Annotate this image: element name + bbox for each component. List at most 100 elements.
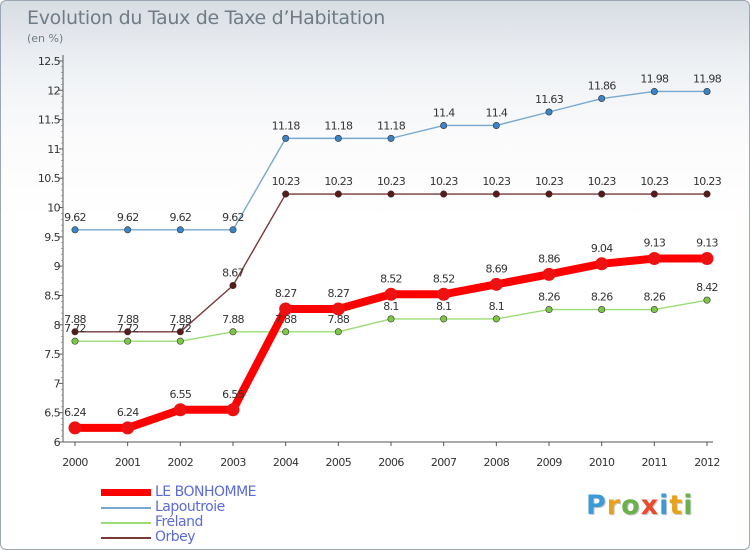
data-point-fr-land [545,306,553,314]
data-label-lapoutroie: 11.98 [693,72,722,85]
data-label-le-bonhomme: 9.13 [643,237,665,250]
x-tick-label: 2002 [168,456,194,469]
data-point-le-bonhomme [700,252,714,266]
data-point-le-bonhomme [226,403,240,417]
data-label-orbey: 10.23 [588,175,617,188]
x-tick-label: 2006 [378,456,404,469]
data-label-orbey: 8.67 [222,266,244,279]
data-label-le-bonhomme: 8.86 [538,252,560,265]
data-label-le-bonhomme: 6.24 [64,406,86,419]
data-label-lapoutroie: 9.62 [117,211,139,224]
data-label-orbey: 10.23 [324,175,353,188]
data-point-le-bonhomme [489,277,503,291]
data-label-le-bonhomme: 8.27 [275,287,297,300]
proxiti-logo: Proxiti [586,490,694,521]
legend-swatch-lapoutroie [101,507,151,509]
data-label-le-bonhomme: 8.69 [485,262,507,275]
data-point-orbey [545,190,553,198]
y-tick-label: 12 [47,84,60,97]
data-label-le-bonhomme: 6.55 [222,388,244,401]
data-point-orbey [387,190,395,198]
data-point-fr-land [703,296,711,304]
data-label-lapoutroie: 11.4 [433,106,455,119]
data-point-le-bonhomme [437,287,451,301]
y-tick-label: 8 [54,319,61,332]
data-point-fr-land [71,337,79,345]
data-point-lapoutroie [71,226,79,234]
data-label-le-bonhomme: 8.52 [433,272,455,285]
y-tick-label: 10.5 [38,172,61,185]
data-point-orbey [650,190,658,198]
y-tick-label: 7 [54,377,61,390]
data-label-fr-land: 7.88 [275,313,297,326]
data-label-lapoutroie: 9.62 [169,211,191,224]
data-label-lapoutroie: 11.4 [485,106,507,119]
y-tick-label: 8.5 [44,289,60,302]
data-label-fr-land: 7.72 [169,322,191,335]
data-label-fr-land: 8.1 [489,300,504,313]
data-label-fr-land: 8.1 [383,300,398,313]
x-tick-label: 2010 [589,456,615,469]
legend-label-freland: Fréland [155,514,203,530]
data-point-le-bonhomme [121,421,135,435]
data-label-le-bonhomme: 9.04 [591,242,613,255]
data-point-le-bonhomme [647,252,661,266]
data-point-lapoutroie [703,87,711,95]
data-point-lapoutroie [229,226,237,234]
y-tick-label: 10 [47,202,60,215]
data-label-le-bonhomme: 8.27 [327,287,349,300]
data-label-orbey: 7.88 [117,313,139,326]
y-tick-label: 12.5 [38,55,61,68]
data-point-le-bonhomme [595,257,609,271]
data-label-le-bonhomme: 9.13 [696,237,718,250]
data-point-orbey [440,190,448,198]
logo-letter: t [669,490,684,521]
logo-letter: P [586,490,607,521]
data-label-fr-land: 7.88 [222,313,244,326]
data-point-fr-land [176,337,184,345]
data-point-lapoutroie [440,121,448,129]
data-label-le-bonhomme: 6.24 [117,406,139,419]
x-tick-label: 2003 [220,456,246,469]
data-label-orbey: 10.23 [535,175,564,188]
data-point-lapoutroie [545,108,553,116]
data-label-orbey: 10.23 [640,175,669,188]
x-tick-label: 2001 [115,456,141,469]
data-label-fr-land: 8.1 [436,300,451,313]
data-label-lapoutroie: 11.98 [640,72,669,85]
data-point-orbey [492,190,500,198]
x-tick-label: 2011 [642,456,668,469]
data-label-orbey: 10.23 [272,175,301,188]
logo-letter: i [659,490,670,521]
data-point-fr-land [492,315,500,323]
data-point-orbey [71,328,79,336]
data-label-fr-land: 8.26 [643,291,665,304]
data-point-orbey [334,190,342,198]
data-label-fr-land: 7.72 [117,322,139,335]
data-point-le-bonhomme [68,421,82,435]
y-tick-label: 6.5 [44,407,60,420]
chart-title: Evolution du Taux de Taxe d’Habitation [27,7,385,29]
legend-label-le-bonhomme: LE BONHOMME [155,484,257,500]
data-point-fr-land [650,306,658,314]
series-line-lapoutroie [75,90,707,231]
series-layer [68,87,714,435]
data-point-lapoutroie [176,226,184,234]
data-label-orbey: 10.23 [482,175,511,188]
data-point-le-bonhomme [384,287,398,301]
data-label-lapoutroie: 11.86 [588,80,617,93]
data-label-fr-land: 7.88 [327,313,349,326]
y-tick-label: 7.5 [44,348,60,361]
data-label-fr-land: 8.26 [538,291,560,304]
x-tick-label: 2005 [326,456,352,469]
y-tick-label: 11.5 [38,114,61,127]
data-label-fr-land: 8.26 [591,291,613,304]
data-point-fr-land [334,328,342,336]
legend-label-orbey: Orbey [155,529,196,545]
chart-subtitle: (en %) [27,32,64,45]
data-point-lapoutroie [124,226,132,234]
data-label-le-bonhomme: 6.55 [169,388,191,401]
data-point-fr-land [282,328,290,336]
